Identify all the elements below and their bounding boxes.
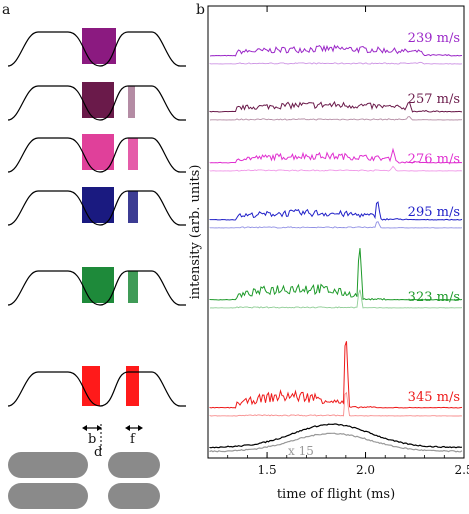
trace-ref-276-m-s (209, 165, 463, 172)
scale-note: x 15 (288, 444, 314, 458)
panel-a (7, 28, 186, 407)
x-axis-label: time of flight (ms) (277, 487, 395, 502)
trace-ref-257-m-s (209, 116, 463, 121)
grey-pills (8, 452, 160, 509)
trace-239-m-s (209, 44, 463, 57)
trace-unbunched (209, 423, 463, 449)
dim-f-label: f (130, 432, 136, 447)
series-label: 239 m/s (408, 31, 460, 46)
slit-block-row-5 (82, 267, 114, 303)
x-tick-label: 2.0 (356, 463, 375, 477)
series-label: 295 m/s (408, 205, 460, 220)
slit-block-row-2 (82, 82, 114, 118)
pill-bottom-right (108, 483, 160, 509)
x-tick-label: 2.5 (454, 463, 469, 477)
slit-block-row-6 (82, 366, 100, 406)
trace-295-m-s (209, 201, 463, 221)
trace-unbunched-scaled (209, 432, 463, 453)
potential-curve-row-5 (7, 270, 186, 306)
series-label: 257 m/s (408, 92, 460, 107)
x-ticks: 1.5 2.0 2.5 (227, 6, 469, 477)
y-axis-label: intensity (arb. units) (188, 165, 203, 300)
trace-ref-345-m-s (209, 391, 463, 417)
trace-ref-239-m-s (209, 61, 463, 65)
potential-curve-row-6 (7, 371, 186, 407)
dim-b-label: b (88, 432, 96, 447)
x-tick-label: 1.5 (258, 463, 277, 477)
dim-d-label: d (94, 445, 102, 460)
potential-curve-row-1 (7, 31, 186, 67)
pill-top-left (8, 452, 88, 478)
slit-block-row-4 (82, 187, 114, 223)
potential-curve-row-2 (7, 85, 186, 121)
gate-block-row-4 (128, 191, 138, 223)
panel-b-label: b (196, 2, 205, 18)
traces (209, 44, 463, 453)
trace-ref-295-m-s (209, 221, 463, 229)
plot-frame (207, 5, 465, 459)
potential-curve-row-3 (7, 137, 186, 173)
gate-block-row-3 (128, 138, 138, 170)
dimension-markers: b d f (82, 424, 143, 460)
trace-276-m-s (209, 147, 463, 164)
trace-257-m-s (209, 100, 463, 113)
gate-block-row-2 (128, 86, 135, 118)
trace-ref-323-m-s (209, 289, 463, 309)
series-label: 345 m/s (408, 390, 460, 405)
series-label: 323 m/s (408, 290, 460, 305)
gate-block-row-5 (128, 271, 138, 303)
pill-bottom-left (8, 483, 88, 509)
trace-345-m-s (209, 341, 463, 409)
panel-a-label: a (2, 2, 10, 18)
series-label: 276 m/s (408, 152, 460, 167)
pill-top-right (108, 452, 160, 478)
trace-323-m-s (209, 248, 463, 301)
slit-block-row-3 (82, 134, 114, 170)
gate-block-row-6 (126, 366, 139, 406)
potential-curve-row-4 (7, 190, 186, 226)
series-labels: 239 m/s 257 m/s 276 m/s 295 m/s 323 m/s 345 m… (408, 31, 460, 405)
